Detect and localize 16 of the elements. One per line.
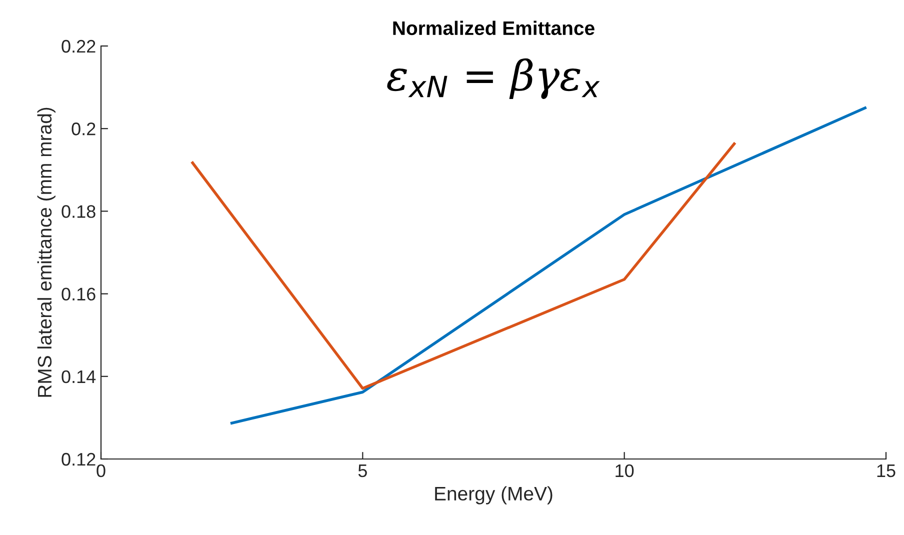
- y-tick-label: 0.2: [72, 122, 96, 136]
- line-series: [230, 106, 866, 424]
- x-tick-label: 5: [358, 464, 367, 478]
- y-tick-label: 0.18: [62, 205, 96, 218]
- y-tick-label: 0.14: [62, 370, 96, 384]
- y-axis-title: RMS lateral emittance (mm mrad): [37, 108, 56, 397]
- line-series: [191, 142, 736, 390]
- x-tick-label: 0: [96, 464, 106, 478]
- chart-title: Normalized Emittance: [393, 20, 594, 36]
- x-axis-title: Energy (MeV): [435, 486, 552, 504]
- x-tick-label: 15: [877, 464, 896, 478]
- annotation: ε$_{xN}$ = βγε$_{x}$: [387, 58, 600, 100]
- y-tick-label: 0.22: [62, 40, 96, 53]
- y-tick-label: 0.12: [62, 452, 96, 466]
- y-tick-label: 0.16: [62, 288, 96, 301]
- x-tick-label: 10: [616, 464, 634, 478]
